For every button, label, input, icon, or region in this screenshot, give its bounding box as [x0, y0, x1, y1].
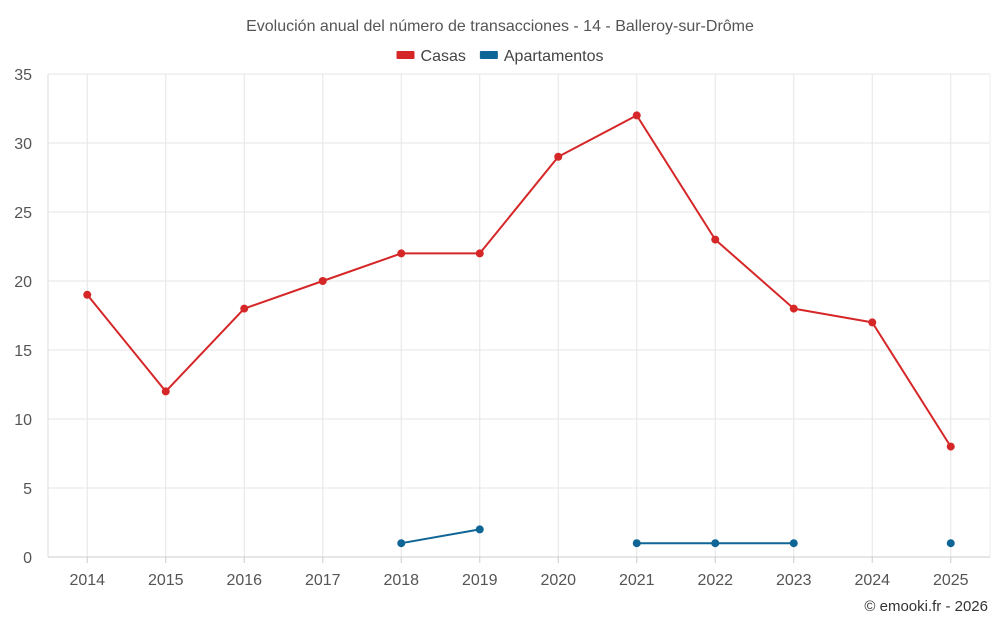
x-tick-label: 2024	[854, 572, 890, 589]
y-tick-label: 35	[14, 67, 32, 84]
series-layer	[83, 111, 955, 548]
data-point-apartamentos[interactable]	[632, 539, 641, 548]
data-point-casas[interactable]	[946, 442, 955, 451]
y-tick-label: 10	[14, 412, 32, 429]
grid	[48, 73, 990, 557]
data-point-casas[interactable]	[868, 318, 877, 327]
legend: Casas Apartamentos	[396, 48, 604, 65]
data-point-apartamentos[interactable]	[946, 539, 955, 548]
x-tick-label: 2022	[697, 572, 733, 589]
data-point-apartamentos[interactable]	[475, 525, 484, 534]
y-tick-label: 20	[14, 274, 32, 291]
data-point-apartamentos[interactable]	[397, 539, 406, 548]
x-tick-label: 2021	[619, 572, 655, 589]
y-tick-label: 30	[14, 136, 32, 153]
data-point-casas[interactable]	[83, 290, 92, 299]
legend-label-casas: Casas	[421, 48, 466, 65]
y-tick-label: 15	[14, 343, 32, 360]
x-tick-label: 2016	[226, 572, 262, 589]
data-point-casas[interactable]	[475, 249, 484, 258]
data-point-casas[interactable]	[161, 387, 170, 396]
data-point-casas[interactable]	[789, 304, 798, 313]
x-tick-label: 2018	[383, 572, 419, 589]
data-point-casas[interactable]	[632, 111, 641, 120]
data-point-casas[interactable]	[240, 304, 249, 313]
data-point-casas[interactable]	[397, 249, 406, 258]
credit-text: © emooki.fr - 2026	[864, 598, 988, 615]
legend-label-apartamentos: Apartamentos	[504, 48, 604, 65]
y-tick-label: 0	[23, 550, 32, 567]
x-tick-label: 2019	[462, 572, 498, 589]
x-tick-label: 2025	[933, 572, 969, 589]
legend-swatch-casas	[396, 51, 415, 59]
data-point-casas[interactable]	[554, 152, 563, 161]
data-point-apartamentos[interactable]	[711, 539, 720, 548]
data-point-casas[interactable]	[711, 235, 720, 244]
series-line-apartamentos	[400, 528, 481, 545]
x-tick-label: 2023	[776, 572, 812, 589]
x-tick-label: 2015	[148, 572, 184, 589]
legend-swatch-apartamentos	[479, 51, 498, 59]
y-tick-label: 25	[14, 205, 32, 222]
series-line-casas	[86, 114, 952, 448]
x-tick-label: 2014	[69, 572, 105, 589]
x-tick-label: 2020	[540, 572, 576, 589]
chart-title: Evolución anual del número de transaccio…	[246, 18, 754, 35]
y-tick-label: 5	[23, 481, 32, 498]
x-tick-label: 2017	[305, 572, 341, 589]
data-point-casas[interactable]	[318, 277, 327, 285]
data-point-apartamentos[interactable]	[789, 539, 798, 548]
